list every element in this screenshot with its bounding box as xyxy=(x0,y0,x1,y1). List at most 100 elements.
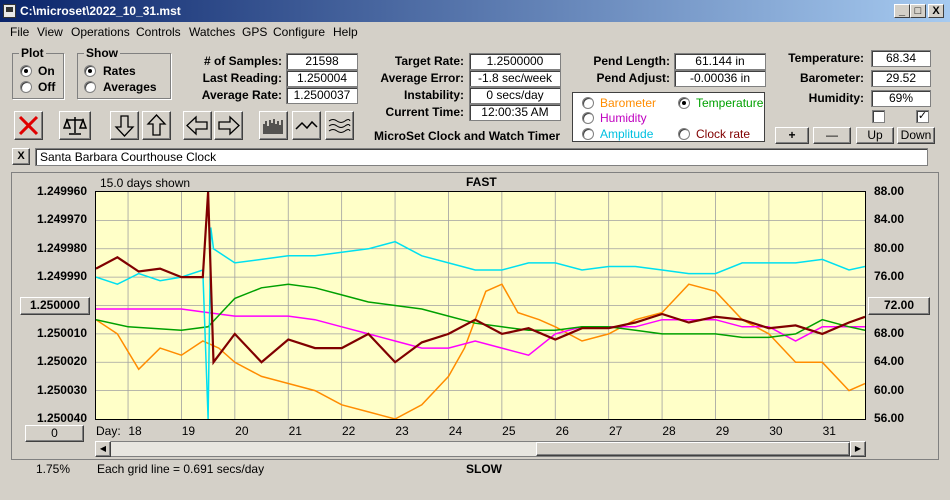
arrow-up-button[interactable] xyxy=(142,111,171,140)
plot-on-radio[interactable] xyxy=(20,65,32,77)
y-right-tick-label: 60.00 xyxy=(874,382,905,397)
target-rate-field[interactable]: 1.2500000 xyxy=(469,53,561,70)
clock-rate-radio[interactable] xyxy=(678,128,690,140)
menu-bar: File View Operations Controls Watches GP… xyxy=(0,22,950,42)
y-left-tick-label: 1.250010 xyxy=(36,325,87,340)
x-tick-label: 31 xyxy=(822,424,836,438)
barometer-label: Barometer: xyxy=(799,71,864,85)
percent-label: 1.75% xyxy=(36,462,71,476)
secondary-plot-selector xyxy=(572,92,765,142)
checkbox-left[interactable] xyxy=(872,110,885,123)
arrow-left-button[interactable] xyxy=(183,111,212,140)
samples-label: # of Samples: xyxy=(203,54,282,68)
scale-plus-button[interactable]: + xyxy=(775,127,809,144)
clock-rate-option-label: Clock rate xyxy=(696,127,751,141)
temperature-radio[interactable] xyxy=(678,97,690,109)
slow-label: SLOW xyxy=(466,462,502,476)
scale-down-button[interactable]: Down xyxy=(897,127,935,144)
humidity-radio[interactable] xyxy=(582,112,594,124)
balance-button[interactable] xyxy=(59,111,91,140)
close-watch-button[interactable]: X xyxy=(12,148,30,165)
center-right-button[interactable]: 72.00 xyxy=(868,297,930,315)
x-tick-label: 24 xyxy=(448,424,463,438)
menu-operations[interactable]: Operations xyxy=(71,25,130,39)
y-left-tick-label: 1.249990 xyxy=(36,269,87,284)
humidity-option-label: Humidity xyxy=(600,111,647,125)
amplitude-option-label: Amplitude xyxy=(600,127,654,141)
samples-field: 21598 xyxy=(286,53,358,70)
clear-button[interactable] xyxy=(14,111,43,140)
wave-line-icon xyxy=(295,120,318,130)
minimize-button[interactable]: _ xyxy=(894,4,910,18)
last-reading-label: Last Reading: xyxy=(202,71,282,85)
bars-icon xyxy=(263,119,283,134)
close-window-button[interactable]: X xyxy=(928,4,944,18)
plot-off-radio[interactable] xyxy=(20,81,32,93)
pend-length-label: Pend Length: xyxy=(593,54,670,68)
menu-controls[interactable]: Controls xyxy=(136,25,181,39)
scroll-right-button[interactable]: ▶ xyxy=(850,441,866,457)
pend-adjust-field: -0.00036 in xyxy=(674,70,766,87)
scroll-thumb[interactable] xyxy=(536,442,850,456)
temperature-label: Temperature: xyxy=(788,51,864,65)
y-right-tick-label: 84.00 xyxy=(874,212,905,227)
amplitude-radio[interactable] xyxy=(582,128,594,140)
average-rate-label: Average Rate: xyxy=(201,88,282,102)
plot-area xyxy=(95,191,866,420)
x-tick-label: 18 xyxy=(128,424,142,438)
red-x-icon xyxy=(18,115,39,136)
x-tick-label: 20 xyxy=(235,424,249,438)
x-tick-label: 29 xyxy=(715,424,730,438)
y-right-tick-label: 80.00 xyxy=(874,240,905,255)
y-right-tick-label: 56.00 xyxy=(874,411,905,425)
app-icon[interactable] xyxy=(3,4,16,18)
arrow-right-button[interactable] xyxy=(214,111,243,140)
menu-help[interactable]: Help xyxy=(333,25,358,39)
show-averages-radio[interactable] xyxy=(84,81,96,93)
barometer-field: 29.52 xyxy=(871,70,931,87)
menu-configure[interactable]: Configure xyxy=(273,25,326,39)
multi-line-view-button[interactable] xyxy=(325,111,354,140)
x-tick-label: 27 xyxy=(608,424,623,438)
bar-view-button[interactable] xyxy=(259,111,288,140)
multi-wave-icon xyxy=(328,119,351,133)
y-left-tick-label: 1.249980 xyxy=(36,240,87,255)
checkbox-right[interactable]: ✓ xyxy=(916,110,929,123)
humidity-label: Humidity: xyxy=(808,91,864,105)
menu-file[interactable]: File xyxy=(10,25,30,39)
line-view-button[interactable] xyxy=(292,111,321,140)
show-rates-radio[interactable] xyxy=(84,65,96,77)
series-line-amplitude xyxy=(95,227,866,420)
scale-up-button[interactable]: Up xyxy=(856,127,894,144)
x-tick-label: 25 xyxy=(502,424,516,438)
arrow-right-icon xyxy=(218,115,240,136)
x-tick-label: 22 xyxy=(341,424,356,438)
barometer-option-label: Barometer xyxy=(600,96,657,110)
y-left-tick-label: 1.250030 xyxy=(36,382,87,397)
menu-view[interactable]: View xyxy=(37,25,63,39)
scroll-left-button[interactable]: ◀ xyxy=(95,441,111,457)
maximize-button[interactable]: □ xyxy=(910,4,926,18)
show-group xyxy=(77,53,171,99)
y-left-tick-label: 1.249970 xyxy=(36,212,87,227)
plot-off-label: Off xyxy=(38,80,56,94)
menu-watches[interactable]: Watches xyxy=(189,25,236,39)
temperature-option-label: Temperature xyxy=(696,96,764,110)
days-shown-label: 15.0 days shown xyxy=(100,176,191,190)
barometer-radio[interactable] xyxy=(582,97,594,109)
watch-name-field[interactable]: Santa Barbara Courthouse Clock xyxy=(35,148,928,166)
show-averages-label: Averages xyxy=(103,80,157,94)
arrow-left-icon xyxy=(186,115,208,136)
series-line-rate xyxy=(95,191,866,366)
scale-minus-button[interactable]: — xyxy=(813,127,851,144)
x-tick-label: 21 xyxy=(288,424,302,438)
grid-note-label: Each grid line = 0.691 secs/day xyxy=(97,462,265,476)
zero-button[interactable]: 0 xyxy=(25,425,84,442)
center-left-button[interactable]: 1.250000 xyxy=(20,297,90,315)
arrow-down-button[interactable] xyxy=(110,111,139,140)
y-right-tick-label: 88.00 xyxy=(874,184,905,198)
pend-length-field[interactable]: 61.144 in xyxy=(674,53,766,70)
instability-field: 0 secs/day xyxy=(469,87,561,104)
pend-adjust-label: Pend Adjust: xyxy=(596,71,670,85)
menu-gps[interactable]: GPS xyxy=(242,25,268,39)
